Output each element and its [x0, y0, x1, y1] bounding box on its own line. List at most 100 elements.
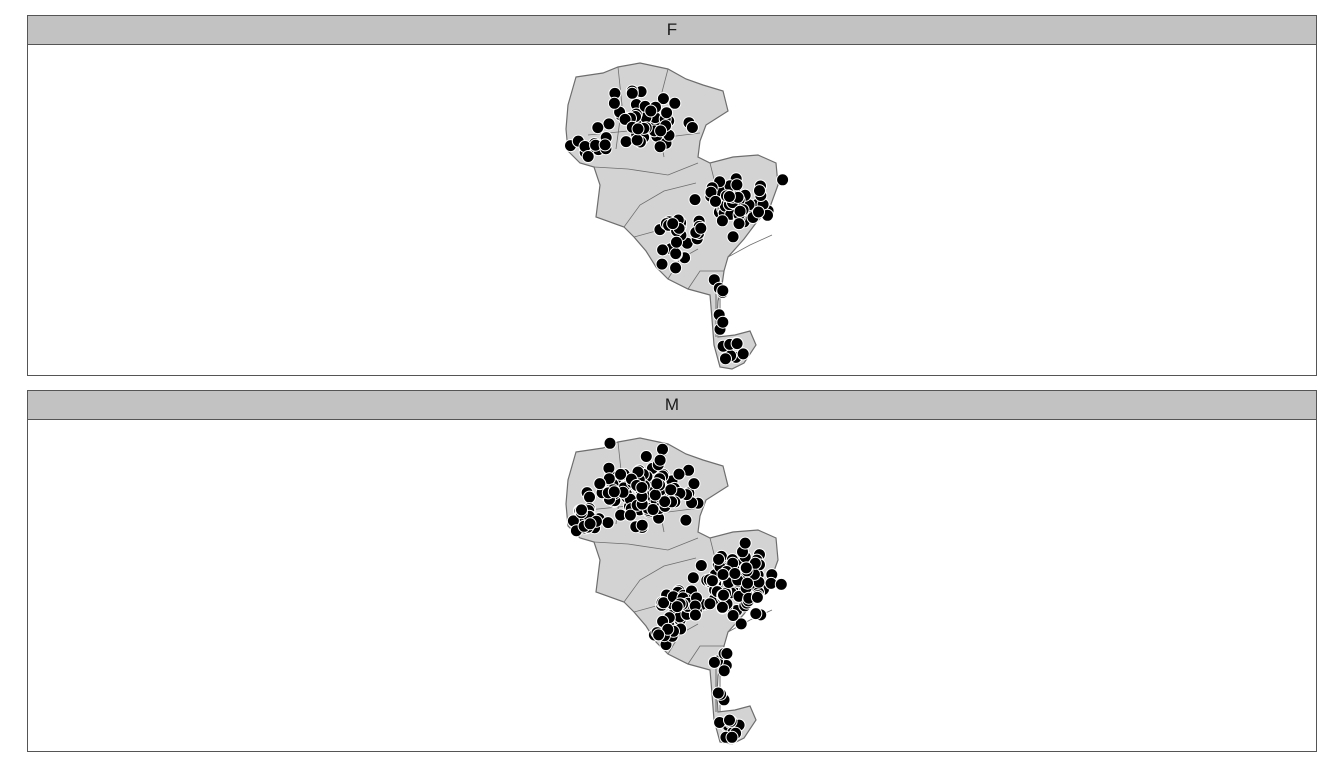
point-marker — [694, 221, 708, 235]
point-marker — [653, 140, 667, 154]
point-marker — [650, 477, 664, 491]
point-marker — [688, 608, 702, 622]
point-marker — [672, 467, 686, 481]
point-marker — [753, 184, 766, 198]
facet-strip-f: F — [27, 15, 1317, 45]
point-marker — [652, 628, 666, 642]
point-marker — [734, 617, 748, 631]
point-marker — [607, 96, 621, 110]
point-marker — [712, 552, 726, 566]
point-marker — [730, 337, 744, 351]
district-boundary — [615, 66, 623, 150]
point-marker — [776, 173, 790, 187]
point-marker — [679, 513, 693, 527]
point-marker — [601, 516, 615, 530]
point-marker — [635, 518, 649, 532]
point-marker — [655, 257, 669, 271]
point-marker — [670, 235, 683, 249]
point-marker — [725, 730, 739, 744]
point-marker — [614, 467, 628, 481]
point-marker — [738, 536, 752, 550]
district-boundary — [623, 182, 697, 228]
point-marker — [583, 517, 597, 531]
point-marker — [669, 247, 683, 261]
point-marker — [717, 664, 731, 678]
point-marker — [687, 477, 701, 491]
point-marker — [728, 567, 742, 580]
point-marker — [720, 647, 734, 660]
point-marker — [656, 442, 669, 456]
point-marker — [694, 559, 708, 572]
point-marker — [660, 106, 674, 120]
point-marker — [656, 243, 670, 257]
point-marker — [723, 713, 736, 727]
point-marker — [711, 686, 725, 700]
point-marker — [752, 205, 765, 219]
point-marker — [603, 436, 617, 450]
district-boundary — [687, 270, 724, 290]
point-marker — [739, 561, 753, 575]
point-marker — [623, 508, 637, 522]
district-boundary — [593, 162, 699, 176]
point-marker — [750, 590, 764, 604]
point-marker — [657, 596, 671, 610]
facet-strip-m: M — [27, 390, 1317, 420]
point-marker — [644, 104, 658, 118]
point-marker — [685, 121, 699, 134]
point-marker — [703, 597, 717, 611]
facet-label-f: F — [666, 20, 678, 39]
point-marker — [733, 204, 747, 218]
facet-panel-m: M — [27, 390, 1317, 752]
point-marker — [619, 135, 633, 149]
point-marker — [670, 600, 684, 614]
point-marker — [598, 138, 612, 152]
point-marker — [686, 571, 700, 585]
point-marker — [656, 92, 670, 106]
point-marker — [630, 133, 644, 147]
point-marker — [715, 214, 729, 228]
point-marker — [625, 86, 639, 100]
point-marker — [658, 495, 672, 509]
point-marker — [707, 655, 721, 669]
point-marker — [639, 450, 653, 463]
point-marker — [575, 503, 588, 517]
point-marker — [719, 352, 732, 366]
point-marker — [581, 150, 595, 163]
point-marker — [722, 190, 736, 203]
point-marker — [715, 600, 729, 614]
point-marker — [730, 178, 744, 192]
point-marker — [716, 568, 730, 581]
map-m — [565, 436, 788, 745]
point-marker — [709, 194, 722, 208]
point-marker — [602, 117, 616, 131]
district-boundary — [623, 557, 697, 603]
district-boundary — [593, 537, 699, 551]
facet-panel-f: F — [27, 15, 1317, 376]
map-panel-m — [27, 419, 1317, 752]
point-marker — [583, 490, 596, 504]
point-marker — [716, 284, 730, 298]
district-boundary — [727, 234, 773, 258]
facet-label-m: M — [664, 395, 680, 414]
point-marker — [593, 477, 607, 491]
point-marker — [774, 577, 788, 591]
point-marker — [669, 261, 683, 275]
point-marker — [654, 124, 668, 138]
point-marker — [741, 576, 754, 590]
point-marker — [635, 481, 649, 494]
point-marker — [705, 574, 719, 588]
point-marker — [631, 122, 645, 136]
point-marker — [749, 607, 763, 621]
point-marker — [607, 485, 621, 499]
point-marker — [726, 230, 740, 244]
map-panel-f — [27, 44, 1317, 376]
point-marker — [726, 609, 740, 622]
point-marker — [648, 488, 662, 502]
point-marker — [653, 453, 667, 467]
point-marker — [664, 483, 678, 497]
point-marker — [668, 96, 682, 110]
point-marker — [717, 588, 730, 602]
point-marker — [688, 193, 702, 207]
point-marker — [716, 315, 730, 329]
point-marker — [591, 121, 605, 135]
